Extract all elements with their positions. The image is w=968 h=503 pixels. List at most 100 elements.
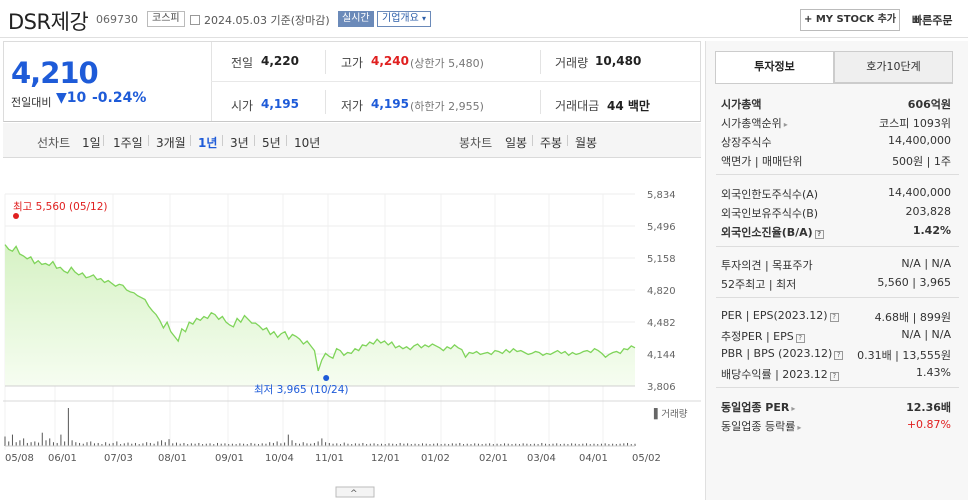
stock-name: DSR제강	[8, 10, 89, 34]
week52-label: 52주최고 | 최저	[721, 278, 797, 291]
realtime-button[interactable]: 실시간	[338, 11, 374, 27]
change-amount: 10	[66, 90, 87, 106]
high-value: 4,240	[371, 54, 409, 68]
divider	[540, 50, 541, 74]
divider	[103, 135, 104, 146]
tab-weekly[interactable]: 주봉	[540, 136, 563, 150]
x-tick-label: 12/01	[371, 453, 400, 464]
tab-1w[interactable]: 1주일	[113, 136, 143, 150]
tab-1y[interactable]: 1년	[198, 136, 218, 150]
pbr-value: 0.31배 | 13,555원	[857, 349, 951, 362]
foreign-limit-row: 외국인한도주식수(A) 14,400,000	[721, 186, 951, 202]
low-marker	[323, 375, 330, 381]
tab-5y[interactable]: 5년	[262, 136, 281, 150]
y-tick-label: 4,144	[647, 350, 676, 361]
par-row: 액면가 | 매매단위 500원 | 1주	[721, 153, 951, 169]
caret-right-icon: ▸	[791, 404, 796, 413]
chart-period-tabs: 선차트 1일 1주일 3개월 1년 3년 5년 10년 봉차트 일봉 주봉 월봉	[3, 123, 701, 158]
divider	[222, 135, 223, 146]
shares-value: 14,400,000	[888, 134, 951, 147]
sector-chg-label: 동일업종 등락률	[721, 420, 796, 433]
price-line	[4, 244, 636, 372]
tab-invest-info[interactable]: 투자정보	[715, 51, 834, 83]
pbr-row: PBR | BPS (2023.12)? 0.31배 | 13,555원	[721, 347, 951, 362]
high-marker	[13, 213, 19, 219]
divider	[716, 387, 959, 388]
y-tick-label: 5,158	[647, 254, 676, 265]
week52-row: 52주최고 | 최저 5,560 | 3,965	[721, 276, 951, 292]
market-badge: 코스피	[147, 11, 185, 27]
company-overview-label: 기업개요	[382, 13, 419, 24]
help-icon[interactable]: ?	[834, 351, 844, 360]
help-icon[interactable]: ?	[795, 334, 805, 343]
low-value: 4,195	[371, 97, 409, 111]
change-label: 전일대비	[11, 96, 52, 109]
help-icon[interactable]: ?	[829, 372, 839, 381]
calendar-icon	[190, 15, 200, 25]
sector-chg-value: +0.87%	[906, 418, 951, 431]
market-cap-row: 시가총액 606억원	[721, 96, 951, 112]
x-tick-label: 02/01	[479, 453, 508, 464]
price-summary: 4,210 전일대비 ▼10 -0.24% 전일 4,220 고가 4,240 …	[3, 41, 701, 122]
price-chart[interactable]: 5,834 5,496 5,158 4,820 4,482 4,144 3,806 최고 5,…	[3, 158, 701, 500]
divider	[190, 135, 191, 146]
divider	[211, 81, 700, 82]
cap-rank-value: 코스피 1093위	[879, 117, 951, 130]
dividend-row: 배당수익률 | 2023.12? 1.43%	[721, 366, 951, 382]
help-icon[interactable]: ?	[829, 313, 839, 322]
volume-value: 10,480	[595, 54, 642, 68]
foreign-hold-label: 외국인보유주식수(B)	[721, 207, 819, 220]
open-label: 시가	[231, 99, 254, 113]
low-label: 저가	[341, 99, 364, 113]
change-percent: -0.24%	[92, 90, 147, 106]
stock-code: 069730	[96, 13, 138, 26]
invest-info-panel: 투자정보 호가10단계 시가총액 606억원 시가총액순위 ▸ 코스피 1093위 상…	[705, 41, 968, 500]
tab-1d[interactable]: 1일	[82, 136, 101, 150]
sector-per-label: 동일업종 PER	[721, 401, 790, 414]
est-per-label: 추정PER | EPS	[721, 330, 794, 343]
prev-close-value: 4,220	[261, 54, 299, 68]
foreign-ratio-value: 1.42%	[912, 224, 951, 237]
date-info: 2024.05.03 기준(장마감)	[190, 12, 330, 28]
tab-order-book[interactable]: 호가10단계	[834, 51, 953, 83]
trade-amount-label: 거래대금	[555, 99, 600, 113]
tab-3y[interactable]: 3년	[230, 136, 249, 150]
tab-monthly[interactable]: 월봉	[575, 136, 598, 150]
divider	[716, 174, 959, 175]
caret-right-icon: ▸	[797, 423, 802, 432]
x-tick-label: 04/01	[579, 453, 608, 464]
chevron-up-icon: ^	[350, 489, 358, 499]
x-tick-label: 07/03	[104, 453, 133, 464]
foreign-ratio-row: 외국인소진율(B/A)? 1.42%	[721, 224, 951, 240]
price-area	[5, 244, 635, 386]
sector-per-row: 동일업종 PER ▸ 12.36배	[721, 399, 951, 415]
divider	[532, 135, 533, 146]
company-overview-button[interactable]: 기업개요 ▾	[377, 11, 432, 27]
chevron-down-icon: ▾	[422, 14, 427, 23]
foreign-ratio-label: 외국인소진율(B/A)	[721, 226, 813, 239]
sector-chg-row: 동일업종 등락률 ▸ +0.87%	[721, 418, 951, 434]
down-arrow-icon: ▼	[56, 90, 67, 106]
x-tick-label: 09/01	[215, 453, 244, 464]
tab-daily[interactable]: 일봉	[505, 136, 528, 150]
tab-10y[interactable]: 10년	[294, 136, 321, 150]
tab-3m[interactable]: 3개월	[156, 136, 186, 150]
line-chart-label: 선차트	[37, 136, 71, 150]
volume-legend: ▌거래량	[653, 408, 688, 420]
foreign-limit-label: 외국인한도주식수(A)	[721, 188, 819, 201]
high-label: 고가	[341, 56, 364, 70]
divider	[716, 246, 959, 247]
divider	[325, 50, 326, 74]
par-value: 500원 | 1주	[892, 155, 951, 168]
add-mystock-button[interactable]: + MY STOCK 추가	[800, 9, 900, 31]
change-value: ▼10	[56, 90, 86, 106]
opinion-label: 투자의견 | 목표주가	[721, 259, 813, 272]
par-label: 액면가 | 매매단위	[721, 155, 803, 168]
per-value: 4.68배 | 899원	[874, 311, 951, 324]
quick-order-button[interactable]: 빠른주문	[912, 14, 953, 27]
volume-label: 거래량	[555, 56, 589, 70]
dividend-value: 1.43%	[916, 366, 951, 379]
y-tick-label: 5,834	[647, 190, 676, 201]
help-icon[interactable]: ?	[814, 230, 824, 239]
divider	[148, 135, 149, 146]
